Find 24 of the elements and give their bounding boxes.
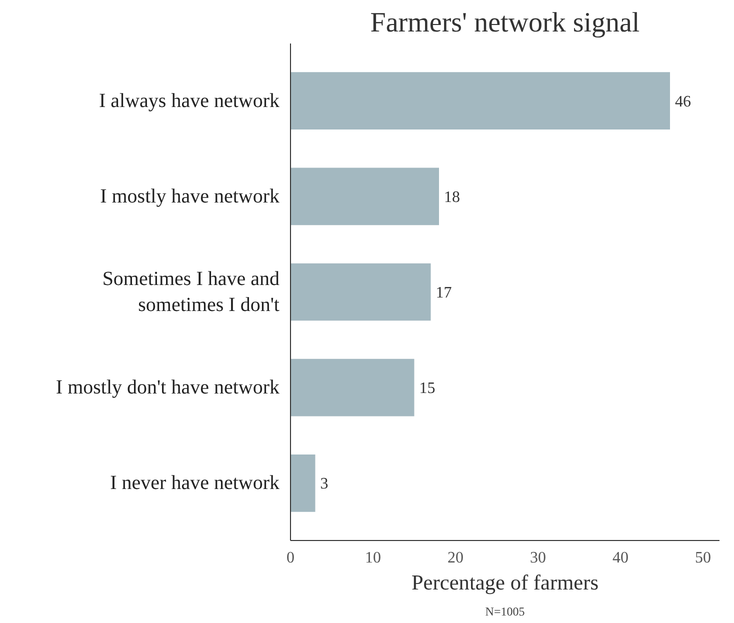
x-tick-label: 50 xyxy=(695,550,711,566)
data-label: 17 xyxy=(436,284,452,302)
bar xyxy=(290,358,414,416)
data-label: 46 xyxy=(675,93,691,110)
data-label: 18 xyxy=(444,188,460,206)
bar xyxy=(290,72,670,130)
x-tick-label: 10 xyxy=(365,550,381,566)
bar xyxy=(290,263,431,321)
data-label: 3 xyxy=(320,476,328,493)
x-tick-label: 30 xyxy=(530,550,546,566)
x-axis-title: Percentage of farmers xyxy=(411,570,599,594)
text: N=1005 xyxy=(485,604,525,618)
y-tick-label: I always have network xyxy=(99,90,280,112)
chart-title: Farmers' network signal xyxy=(370,8,640,38)
data-label: 15 xyxy=(419,380,436,398)
y-tick-label: I never have network xyxy=(110,472,280,494)
x-tick-label: 0 xyxy=(286,550,294,566)
x-tick-label: 20 xyxy=(448,550,464,566)
y-tick-label: Sometimes I have and sometimes I don't xyxy=(102,268,280,316)
bar xyxy=(290,454,316,512)
y-tick-label: I mostly don't have network xyxy=(56,376,280,399)
y-tick-label: I mostly have network xyxy=(100,185,280,208)
x-tick-label: 40 xyxy=(612,550,628,566)
bar xyxy=(290,168,439,226)
